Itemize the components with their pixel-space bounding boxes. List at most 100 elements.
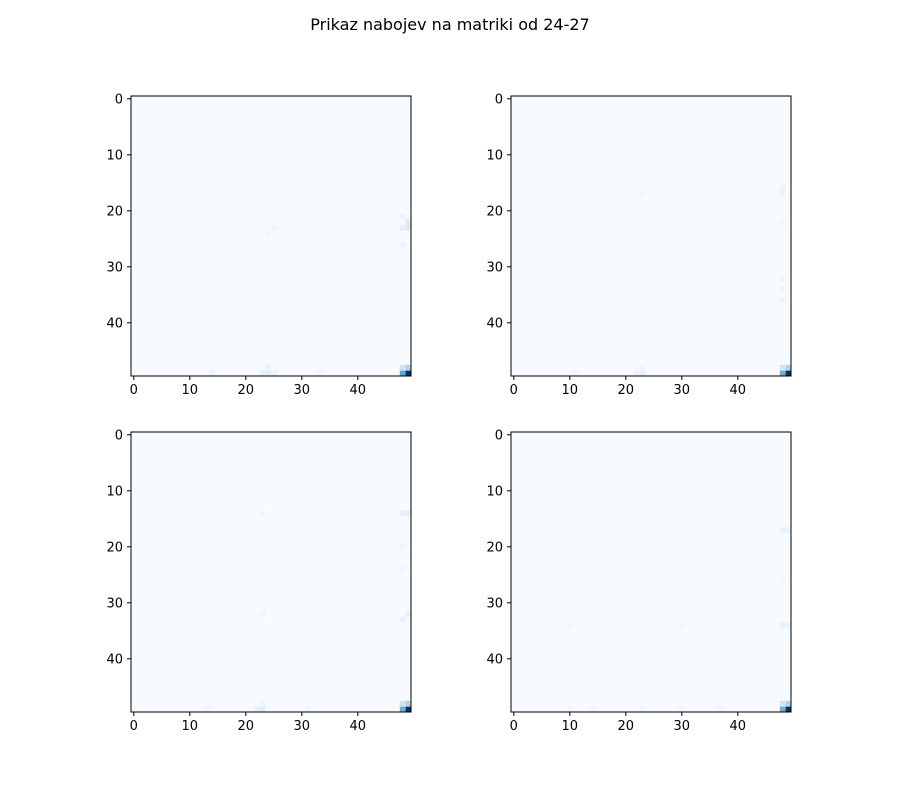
x-tick-label: 0	[510, 383, 518, 398]
y-tick-label: 40	[106, 316, 123, 331]
heatmap-cell	[399, 224, 406, 231]
heatmap-cell	[779, 219, 786, 226]
y-tick-label: 40	[106, 652, 123, 667]
axes-frame	[130, 431, 412, 713]
heatmap-cell	[779, 370, 786, 377]
heatmap-cell	[639, 364, 646, 371]
heatmap-cell	[315, 370, 322, 377]
heatmap-panel-4: 0 10 20 30 40 0 10 20 30 40	[486, 428, 792, 734]
heatmap-cell	[679, 706, 685, 713]
heatmap-panel-1: 0 10 20 30 40 0 10 20 30 40	[106, 92, 412, 398]
x-tick-label: 10	[182, 383, 199, 398]
heatmap-cell	[785, 364, 792, 371]
x-tick-label: 20	[238, 383, 255, 398]
heatmap-cell	[639, 191, 646, 198]
heatmap-cell	[265, 364, 272, 371]
y-tick-label: 30	[106, 260, 123, 275]
heatmap-cell	[271, 224, 277, 231]
heatmap-cell	[209, 370, 216, 377]
y-tick-label: 10	[486, 148, 503, 163]
heatmap-cell	[639, 706, 646, 713]
heatmap-background	[131, 432, 411, 712]
heatmap-cell	[785, 370, 792, 377]
heatmap-panel-2: 0 10 20 30 40 0 10 20 30 40	[486, 92, 792, 398]
x-tick-label: 30	[294, 383, 311, 398]
heatmap-cell	[567, 706, 573, 713]
y-tick-label: 0	[115, 428, 123, 443]
x-tick-label: 30	[294, 719, 311, 734]
axes-frame	[130, 95, 412, 377]
x-tick-label: 40	[730, 383, 747, 398]
heatmap-cell	[271, 370, 277, 377]
heatmap-cell	[203, 706, 210, 713]
heatmap-background	[511, 96, 791, 376]
heatmap-cell	[679, 622, 685, 629]
heatmap-cell	[405, 611, 412, 618]
heatmap-cell	[399, 510, 406, 517]
heatmap-cell	[399, 213, 406, 220]
heatmap-cell	[265, 230, 272, 237]
heatmap-cell	[779, 577, 786, 584]
x-tick-label: 0	[130, 719, 138, 734]
figure-title: Prikaz nabojev na matriki od 24-27	[310, 15, 589, 34]
heatmap-cell	[405, 219, 412, 226]
x-tick-label: 10	[562, 719, 579, 734]
heatmap-cell	[399, 616, 406, 623]
heatmap-cell	[399, 241, 406, 248]
heatmap-cell	[589, 706, 596, 713]
y-tick-label: 20	[486, 204, 503, 219]
heatmap-panel-3: 0 10 20 30 40 0 10 20 30 40	[106, 428, 412, 734]
heatmap-cell	[779, 527, 786, 534]
heatmap-cell	[779, 622, 786, 629]
y-tick-label: 30	[106, 596, 123, 611]
y-tick-label: 40	[486, 316, 503, 331]
x-tick-label: 20	[618, 383, 635, 398]
heatmap-cell	[779, 297, 786, 304]
axes-frame	[510, 95, 792, 377]
heatmap-cell	[399, 370, 406, 377]
heatmap-cell	[399, 544, 406, 550]
heatmap-cell	[259, 510, 266, 517]
heatmap-cell	[405, 700, 412, 707]
heatmap-cell	[785, 706, 792, 713]
heatmap-cell	[399, 706, 406, 713]
y-tick-label: 20	[486, 540, 503, 555]
x-tick-label: 20	[238, 719, 255, 734]
x-tick-label: 30	[674, 719, 691, 734]
heatmap-cell	[259, 370, 266, 377]
y-tick-label: 20	[106, 540, 123, 555]
y-tick-label: 30	[486, 596, 503, 611]
heatmap-cell	[779, 191, 786, 198]
heatmap-cell	[405, 224, 412, 231]
x-tick-label: 40	[730, 719, 747, 734]
x-tick-label: 10	[562, 383, 579, 398]
heatmap-cell	[779, 286, 786, 293]
x-tick-label: 30	[674, 383, 691, 398]
heatmap-cell	[639, 370, 646, 377]
heatmap-cell	[567, 622, 573, 629]
heatmap-cell	[254, 706, 261, 713]
heatmap-cell	[405, 510, 412, 517]
heatmap-cell	[572, 370, 579, 377]
x-tick-label: 20	[618, 719, 635, 734]
y-tick-label: 20	[106, 204, 123, 219]
heatmap-cell	[779, 185, 786, 192]
heatmap-cell	[399, 566, 406, 573]
heatmap-cell	[785, 700, 792, 707]
heatmap-cell	[779, 275, 786, 282]
heatmap-cell	[259, 706, 266, 713]
x-tick-label: 0	[130, 383, 138, 398]
heatmap-cell	[405, 364, 412, 371]
heatmap-cell	[405, 706, 412, 713]
y-tick-label: 10	[106, 148, 123, 163]
x-tick-label: 0	[510, 719, 518, 734]
heatmap-cell	[634, 370, 641, 377]
heatmap-cell	[785, 527, 792, 534]
y-tick-label: 30	[486, 260, 503, 275]
y-tick-label: 0	[495, 92, 503, 107]
heatmap-cell	[405, 370, 412, 377]
heatmap-cell	[399, 364, 406, 371]
y-tick-label: 0	[115, 92, 123, 107]
heatmap-cell	[718, 706, 725, 713]
